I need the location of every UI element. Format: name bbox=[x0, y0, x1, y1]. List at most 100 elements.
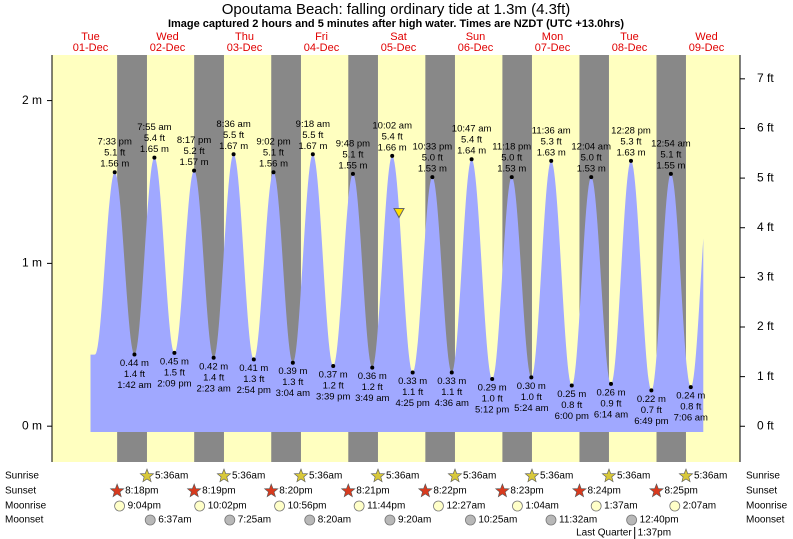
tide-label: 3:39 pm bbox=[316, 391, 350, 402]
tide-label: 5.3 ft bbox=[620, 136, 641, 147]
sunrise-icon bbox=[447, 468, 463, 483]
day-date: 04-Dec bbox=[304, 42, 340, 54]
day-name: Sun bbox=[466, 31, 486, 43]
sunset-time: 8:23pm bbox=[510, 486, 543, 497]
moonrise-icon bbox=[512, 500, 523, 512]
tide-point bbox=[231, 152, 236, 157]
tide-label: 4:36 am bbox=[435, 398, 469, 409]
sunset-time: 8:19pm bbox=[202, 486, 235, 497]
tide-label: 1.2 ft bbox=[362, 382, 383, 393]
tide-label: 5:12 pm bbox=[475, 404, 509, 415]
tide-label: 1:42 am bbox=[117, 380, 151, 391]
row-label: Sunrise bbox=[746, 471, 780, 482]
tide-point bbox=[589, 175, 594, 180]
tide-point bbox=[608, 381, 613, 386]
sunrise-icon bbox=[678, 468, 694, 483]
moonrise-time: 1:37am bbox=[604, 501, 637, 512]
tide-label: 8:17 pm bbox=[177, 135, 211, 146]
tide-label: 1.67 m bbox=[298, 141, 327, 152]
day-name: Mon bbox=[542, 31, 563, 43]
tide-label: 1.3 ft bbox=[282, 377, 303, 388]
tide-point bbox=[449, 370, 454, 375]
sunset-icon bbox=[571, 483, 587, 498]
moonset-time: 7:25am bbox=[238, 515, 271, 526]
sunset-icon bbox=[340, 483, 356, 498]
y-tick-label: 2 m bbox=[22, 93, 42, 107]
tide-point bbox=[469, 157, 474, 162]
y2-tick-label: 7 ft bbox=[757, 71, 774, 85]
y2-tick-label: 1 ft bbox=[757, 369, 774, 383]
tide-label: 12:28 pm bbox=[611, 125, 651, 136]
tide-label: 1.57 m bbox=[180, 157, 209, 168]
sunset-time: 8:22pm bbox=[433, 486, 466, 497]
tide-area bbox=[90, 154, 704, 433]
tide-label: 7:33 pm bbox=[98, 137, 132, 148]
tide-point bbox=[211, 355, 216, 360]
tide-point bbox=[251, 357, 256, 362]
tide-label: 7:06 am bbox=[674, 413, 708, 424]
sunset-icon bbox=[494, 483, 510, 498]
tide-point bbox=[688, 385, 693, 390]
tide-label: 0.42 m bbox=[199, 361, 228, 372]
day-date: 07-Dec bbox=[535, 42, 571, 54]
tide-label: 4:25 pm bbox=[396, 398, 430, 409]
chart-subtitle: Image captured 2 hours and 5 minutes aft… bbox=[168, 18, 624, 30]
tide-label: 5.1 ft bbox=[104, 148, 125, 159]
tide-label: 1.4 ft bbox=[124, 369, 145, 380]
tide-point bbox=[390, 153, 395, 158]
tide-label: 0.44 m bbox=[120, 358, 149, 369]
current-tide-marker bbox=[393, 208, 405, 219]
moonrise-icon bbox=[114, 500, 125, 512]
moonrise-time: 2:07am bbox=[683, 501, 716, 512]
day-name: Tue bbox=[620, 31, 639, 43]
chart-title: Opoutama Beach: falling ordinary tide at… bbox=[222, 1, 571, 18]
tide-label: 1.55 m bbox=[338, 160, 367, 171]
tide-label: 5.0 ft bbox=[501, 153, 522, 164]
tide-label: 1.2 ft bbox=[323, 380, 344, 391]
y2-tick-label: 4 ft bbox=[757, 220, 774, 234]
y2-tick-label: 6 ft bbox=[757, 121, 774, 135]
tide-label: 1.56 m bbox=[259, 159, 288, 170]
tide-label: 0.45 m bbox=[160, 356, 189, 367]
tide-point bbox=[649, 388, 654, 393]
sunset-time: 8:20pm bbox=[279, 486, 312, 497]
moonset-time: 9:20am bbox=[398, 515, 431, 526]
tide-label: 3:04 am bbox=[276, 388, 310, 399]
row-label: Moonrise bbox=[746, 501, 788, 512]
day-name: Sat bbox=[390, 31, 407, 43]
tide-label: 5.1 ft bbox=[263, 148, 284, 159]
sunset-time: 8:25pm bbox=[665, 486, 698, 497]
tide-label: 0.30 m bbox=[517, 381, 546, 392]
tide-label: 0.33 m bbox=[398, 376, 427, 387]
moonrise-icon bbox=[353, 500, 365, 512]
tide-label: 5.4 ft bbox=[144, 133, 165, 144]
tide-point bbox=[331, 363, 336, 368]
moonrise-time: 1:04am bbox=[525, 501, 558, 512]
moonrise-icon bbox=[669, 500, 681, 512]
row-label: Moonset bbox=[746, 515, 785, 526]
tide-label: 1.64 m bbox=[457, 146, 486, 157]
moonrise-icon bbox=[433, 500, 444, 512]
tide-point bbox=[152, 155, 157, 160]
tide-label: 6:49 pm bbox=[634, 416, 668, 427]
tide-label: 1.55 m bbox=[656, 160, 685, 171]
tide-label: 10:02 am bbox=[372, 120, 412, 131]
tide-label: 1.3 ft bbox=[243, 374, 264, 385]
tide-label: 12:54 am bbox=[651, 138, 691, 149]
tide-label: 9:48 pm bbox=[336, 138, 370, 149]
sunset-time: 8:24pm bbox=[587, 486, 620, 497]
tide-label: 5.1 ft bbox=[660, 149, 681, 160]
moonset-time: 6:37am bbox=[158, 515, 191, 526]
tide-label: 5.5 ft bbox=[223, 130, 244, 141]
y2-tick-label: 3 ft bbox=[757, 270, 774, 284]
sunset-icon bbox=[109, 483, 125, 498]
moonset-time: 8:20am bbox=[318, 515, 351, 526]
tide-label: 3:49 am bbox=[355, 393, 389, 404]
row-label: Moonrise bbox=[5, 501, 47, 512]
tide-label: 0.41 m bbox=[239, 363, 268, 374]
tide-label: 5.0 ft bbox=[581, 153, 602, 164]
sunset-icon bbox=[417, 483, 433, 498]
tide-label: 0.8 ft bbox=[680, 402, 701, 413]
sunrise-time: 5:36am bbox=[232, 471, 265, 482]
tide-label: 9:18 am bbox=[296, 119, 330, 130]
